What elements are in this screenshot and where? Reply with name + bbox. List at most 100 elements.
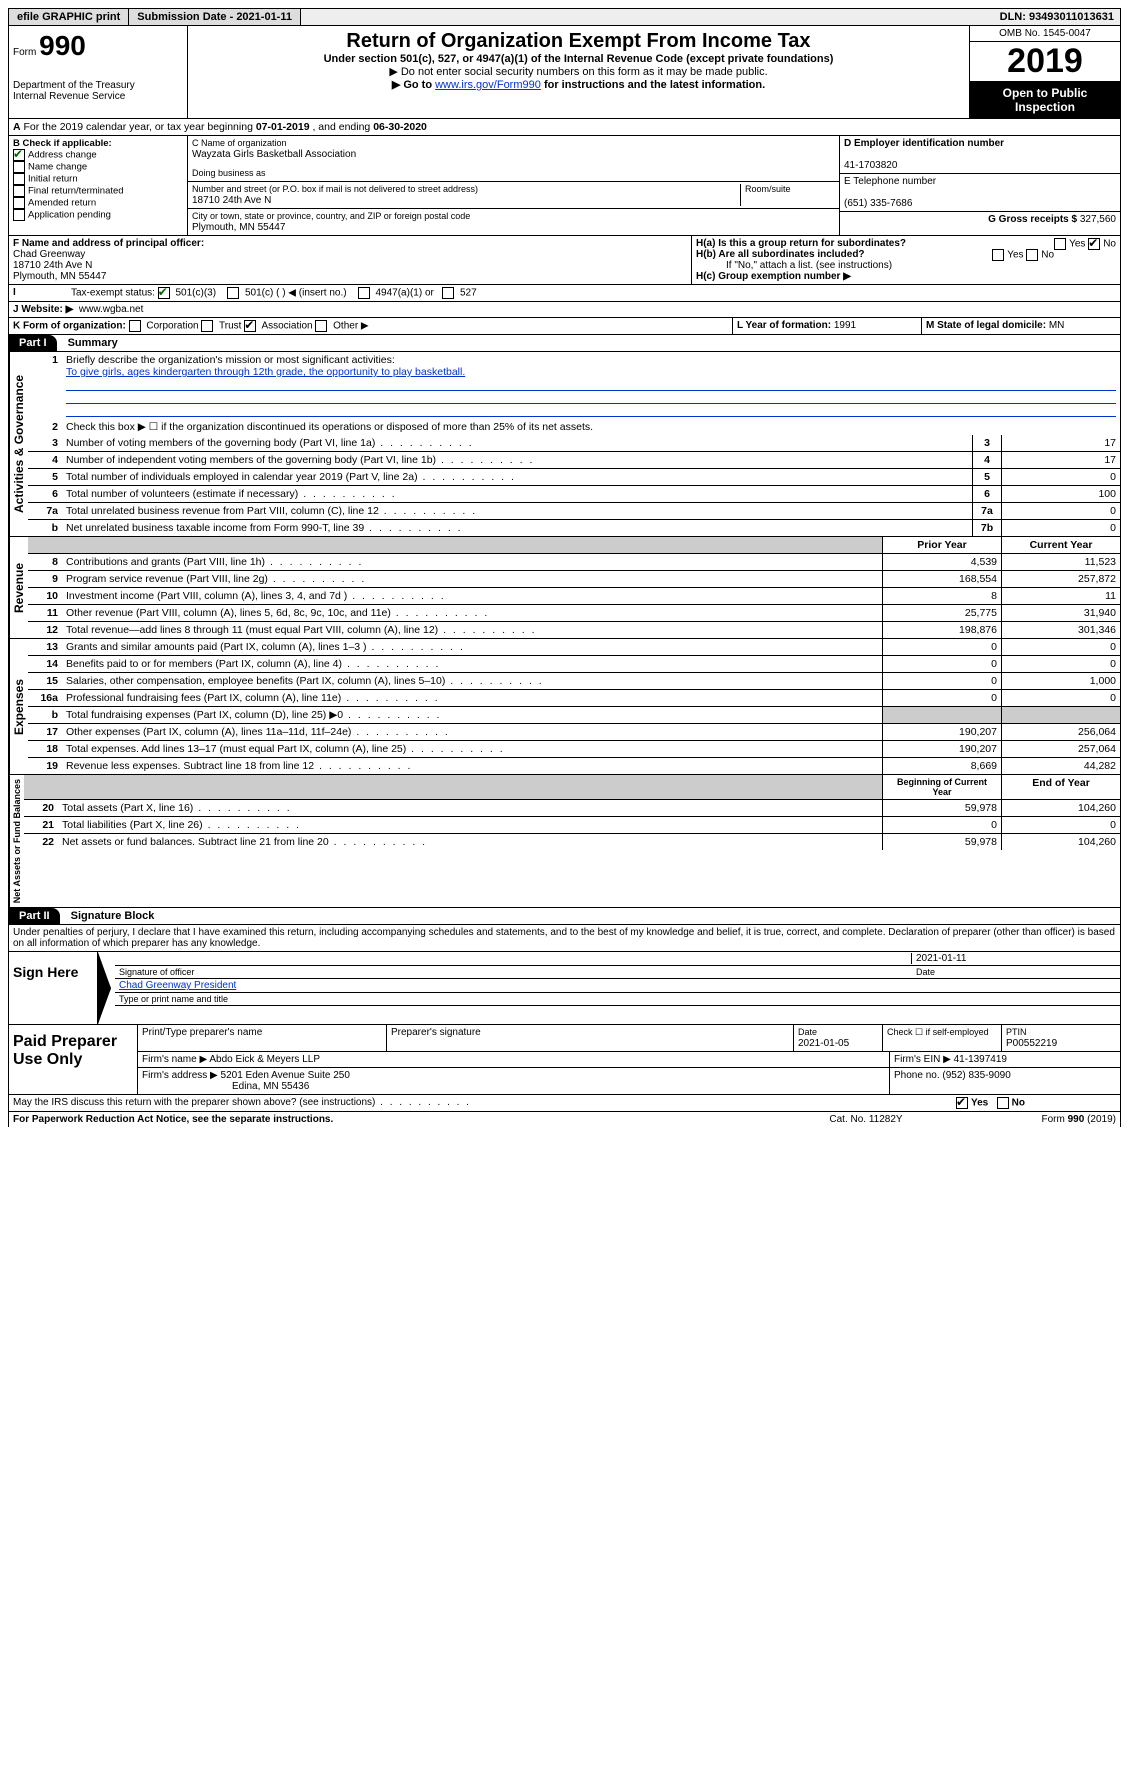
q2-text: Check this box ▶ ☐ if the organization d… bbox=[62, 419, 1120, 435]
hb-yes-checkbox[interactable] bbox=[992, 249, 1004, 261]
4947-checkbox[interactable] bbox=[358, 287, 370, 299]
phone-label: E Telephone number bbox=[844, 176, 936, 187]
name-change-checkbox[interactable] bbox=[13, 161, 25, 173]
addr-change-checkbox[interactable] bbox=[13, 149, 25, 161]
signature-date: 2021-01-11 bbox=[911, 953, 1116, 964]
firm-phone: (952) 835-9090 bbox=[942, 1070, 1010, 1081]
assoc-checkbox[interactable] bbox=[244, 320, 256, 332]
ha-label: H(a) Is this a group return for subordin… bbox=[696, 238, 906, 249]
trust-checkbox[interactable] bbox=[201, 320, 213, 332]
k-label: K Form of organization: bbox=[13, 321, 126, 332]
sign-here-label: Sign Here bbox=[9, 952, 98, 1024]
submission-date-button[interactable]: Submission Date - 2021-01-11 bbox=[129, 9, 301, 25]
summary-line: 16aProfessional fundraising fees (Part I… bbox=[28, 690, 1120, 707]
trust-label: Trust bbox=[219, 321, 241, 332]
website-label: J Website: ▶ bbox=[13, 304, 73, 315]
summary-line: bNet unrelated business taxable income f… bbox=[28, 520, 1120, 536]
app-pending-label: Application pending bbox=[28, 210, 111, 221]
no-label-2: No bbox=[1041, 250, 1054, 261]
part-ii-header: Part II Signature Block bbox=[8, 908, 1121, 925]
prep-date-label: Date bbox=[798, 1027, 817, 1037]
section-c-org-info: C Name of organization Wayzata Girls Bas… bbox=[188, 136, 839, 235]
yes-label: Yes bbox=[1069, 239, 1085, 250]
final-return-checkbox[interactable] bbox=[13, 185, 25, 197]
summary-line: 14Benefits paid to or for members (Part … bbox=[28, 656, 1120, 673]
efile-print-button[interactable]: efile GRAPHIC print bbox=[9, 9, 129, 25]
form-label: Form bbox=[13, 47, 36, 58]
discuss-row: May the IRS discuss this return with the… bbox=[8, 1095, 1121, 1112]
footer-row: For Paperwork Reduction Act Notice, see … bbox=[8, 1112, 1121, 1127]
signature-arrow-icon bbox=[98, 952, 111, 1024]
other-checkbox[interactable] bbox=[315, 320, 327, 332]
firm-addr2: Edina, MN 55436 bbox=[142, 1081, 309, 1092]
section-b-checkboxes: B Check if applicable: Address change Na… bbox=[9, 136, 188, 235]
officer-signature-line[interactable] bbox=[119, 953, 911, 964]
section-i: I Tax-exempt status: 501(c)(3) 501(c) ( … bbox=[8, 285, 1121, 302]
501c-checkbox[interactable] bbox=[227, 287, 239, 299]
initial-return-checkbox[interactable] bbox=[13, 173, 25, 185]
activities-governance-section: Activities & Governance 1 Briefly descri… bbox=[8, 352, 1121, 537]
ein-label: D Employer identification number bbox=[844, 138, 1004, 149]
officer-name: Chad Greenway bbox=[13, 249, 85, 260]
summary-line: 5Total number of individuals employed in… bbox=[28, 469, 1120, 486]
subtitle-2: ▶ Do not enter social security numbers o… bbox=[192, 65, 965, 78]
summary-line: 15Salaries, other compensation, employee… bbox=[28, 673, 1120, 690]
summary-line: 19Revenue less expenses. Subtract line 1… bbox=[28, 758, 1120, 774]
summary-line: 4Number of independent voting members of… bbox=[28, 452, 1120, 469]
dba-label: Doing business as bbox=[192, 168, 266, 178]
section-d-e-g: D Employer identification number 41-1703… bbox=[839, 136, 1120, 235]
summary-line: 11Other revenue (Part VIII, column (A), … bbox=[28, 605, 1120, 622]
discuss-no-checkbox[interactable] bbox=[997, 1097, 1009, 1109]
topbar: efile GRAPHIC print Submission Date - 20… bbox=[8, 8, 1121, 26]
527-checkbox[interactable] bbox=[442, 287, 454, 299]
perjury-statement: Under penalties of perjury, I declare th… bbox=[8, 925, 1121, 952]
phone-value: (651) 335-7686 bbox=[844, 198, 912, 209]
ha-no-checkbox[interactable] bbox=[1088, 238, 1100, 250]
discuss-yes-checkbox[interactable] bbox=[956, 1097, 968, 1109]
website-value: www.wgba.net bbox=[79, 304, 143, 315]
other-label: Other ▶ bbox=[333, 321, 368, 332]
dln-label: DLN: 93493011013631 bbox=[1000, 11, 1120, 23]
signature-block: Sign Here 2021-01-11 Signature of office… bbox=[8, 952, 1121, 1025]
irs-link[interactable]: www.irs.gov/Form990 bbox=[435, 79, 541, 91]
mission-text[interactable]: To give girls, ages kindergarten through… bbox=[66, 366, 465, 378]
hb-label: H(b) Are all subordinates included? bbox=[696, 249, 865, 260]
app-pending-checkbox[interactable] bbox=[13, 209, 25, 221]
ein-value: 41-1703820 bbox=[844, 160, 897, 171]
section-k-l-m: K Form of organization: Corporation Trus… bbox=[8, 318, 1121, 335]
summary-line: bTotal fundraising expenses (Part IX, co… bbox=[28, 707, 1120, 724]
section-f-h: F Name and address of principal officer:… bbox=[8, 236, 1121, 285]
ha-yes-checkbox[interactable] bbox=[1054, 238, 1066, 250]
section-a-tax-year: A For the 2019 calendar year, or tax yea… bbox=[8, 119, 1121, 136]
self-employed-check[interactable]: Check ☐ if self-employed bbox=[883, 1025, 1002, 1051]
corp-checkbox[interactable] bbox=[129, 320, 141, 332]
prep-sig-label: Preparer's signature bbox=[387, 1025, 794, 1051]
firm-ein: 41-1397419 bbox=[954, 1054, 1007, 1065]
501c-label: 501(c) ( ) ◀ (insert no.) bbox=[245, 288, 347, 299]
discuss-yes: Yes bbox=[971, 1098, 988, 1109]
final-label: Final return/terminated bbox=[28, 186, 124, 197]
paid-prep-label: Paid Preparer Use Only bbox=[9, 1025, 137, 1094]
exp-vlabel: Expenses bbox=[9, 639, 28, 774]
subtitle-1: Under section 501(c), 527, or 4947(a)(1)… bbox=[192, 53, 965, 65]
officer-printed-name[interactable]: Chad Greenway President bbox=[119, 980, 236, 991]
org-name-label: C Name of organization bbox=[192, 138, 287, 148]
amended-checkbox[interactable] bbox=[13, 197, 25, 209]
net-vlabel: Net Assets or Fund Balances bbox=[9, 775, 24, 907]
city-label: City or town, state or province, country… bbox=[192, 211, 470, 221]
no-label: No bbox=[1103, 239, 1116, 250]
officer-label: F Name and address of principal officer: bbox=[13, 238, 204, 249]
form-number: 990 bbox=[39, 30, 86, 61]
year-text-pre: For the 2019 calendar year, or tax year … bbox=[24, 121, 256, 133]
assoc-label: Association bbox=[261, 321, 312, 332]
4947-label: 4947(a)(1) or bbox=[375, 288, 433, 299]
501c3-checkbox[interactable] bbox=[158, 287, 170, 299]
summary-line: 20Total assets (Part X, line 16)59,97810… bbox=[24, 800, 1120, 817]
l-value: 1991 bbox=[834, 320, 856, 331]
form-header: Form 990 Department of the Treasury Inte… bbox=[8, 26, 1121, 119]
prep-name-label: Print/Type preparer's name bbox=[138, 1025, 387, 1051]
yes-label-2: Yes bbox=[1007, 250, 1023, 261]
hb-no-checkbox[interactable] bbox=[1026, 249, 1038, 261]
summary-line: 7aTotal unrelated business revenue from … bbox=[28, 503, 1120, 520]
summary-line: 18Total expenses. Add lines 13–17 (must … bbox=[28, 741, 1120, 758]
